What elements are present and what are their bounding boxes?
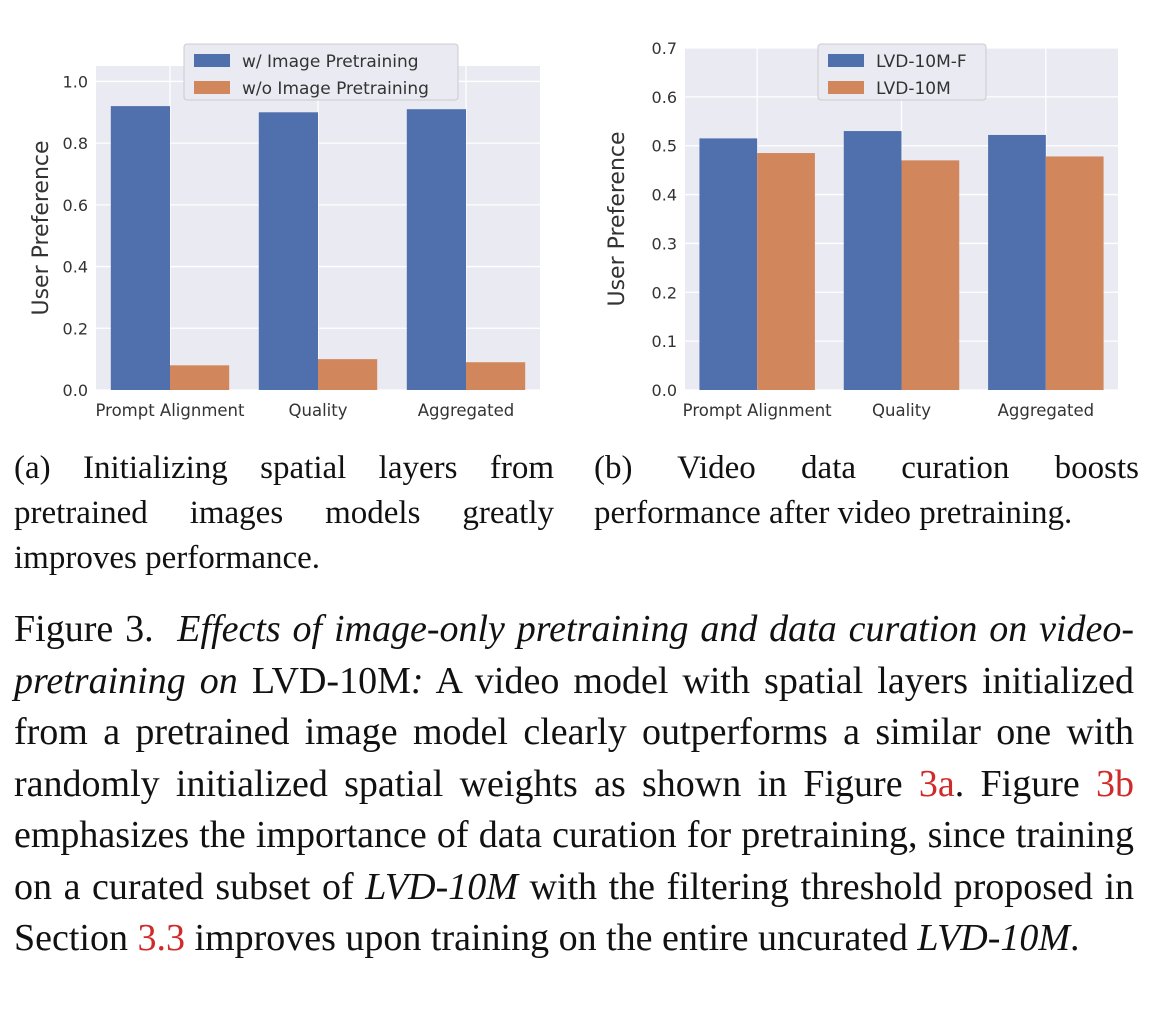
- y-axis-label: User Preference: [29, 140, 54, 315]
- legend-swatch: [194, 81, 230, 94]
- y-tick-label: 0.2: [652, 283, 677, 302]
- bar: [110, 106, 170, 390]
- section-ref-3-3[interactable]: 3.3: [137, 917, 185, 959]
- legend-box: [183, 43, 459, 101]
- figure-title-colon: :: [410, 659, 424, 702]
- y-tick-label: 0.5: [652, 137, 677, 156]
- caption-italic-dataset-1: LVD-10M: [365, 865, 518, 908]
- bar: [258, 112, 318, 391]
- bar: [170, 365, 230, 390]
- bar: [901, 160, 960, 390]
- bar: [757, 153, 815, 390]
- bar: [988, 134, 1046, 390]
- legend-swatch: [828, 81, 864, 94]
- y-tick-label: 0.8: [63, 134, 88, 153]
- y-tick-label: 0.2: [63, 319, 88, 338]
- bar: [699, 138, 758, 390]
- x-tick-label: Quality: [872, 401, 931, 420]
- caption-body-5: improves upon training on the entire unc…: [194, 917, 908, 959]
- figure-ref-3a[interactable]: 3a: [918, 762, 955, 805]
- caption-body-4: with the filtering threshold proposed in…: [14, 865, 1135, 960]
- chart-b: 0.0 0.1 0.2 0.3 0.4 0.5 0.6 0.7 Prompt Alignment…: [605, 39, 1118, 420]
- caption-body-2: . Figure: [954, 762, 1080, 805]
- bar: [318, 359, 378, 390]
- figure-title-italic: Effects of image-only pretraining and da…: [14, 608, 1135, 702]
- y-tick-label: 0.3: [652, 234, 677, 253]
- x-tick-label: Prompt Alignment: [96, 401, 246, 420]
- y-tick-label: 0.7: [652, 39, 677, 58]
- subcaption-a: (a) Initializing spatial layers from pre…: [14, 450, 554, 576]
- subcaption-b: (b) Video data curation boosts performan…: [594, 450, 1139, 531]
- legend: LVD-10M-F LVD-10M: [817, 43, 987, 101]
- legend: w/ Image Pretraining w/o Image Pretrainin…: [183, 43, 459, 101]
- caption-end: .: [1070, 917, 1080, 959]
- y-tick-label: 0.1: [652, 332, 677, 351]
- y-tick-label: 0.6: [63, 196, 88, 215]
- bar: [406, 109, 466, 390]
- caption-body-1: A video model with spatial layers initia…: [14, 659, 1135, 805]
- x-tick-label: Quality: [289, 401, 348, 420]
- x-tick-label: Aggregated: [418, 401, 515, 420]
- legend-label: w/o Image Pretraining: [242, 79, 429, 99]
- figure-label: Figure 3.: [14, 608, 154, 650]
- x-tick-label: Prompt Alignment: [683, 401, 833, 420]
- figure-title-roman: LVD-10M: [251, 659, 411, 702]
- chart-a: 0.0 0.2 0.4 0.6 0.8 1.0 Prompt Alignment Qualit…: [29, 43, 540, 420]
- y-tick-label: 0.4: [63, 258, 88, 277]
- legend-label: LVD-10M: [876, 79, 951, 99]
- caption-italic-dataset-2: LVD-10M: [917, 917, 1071, 959]
- legend-swatch: [828, 54, 864, 67]
- bar: [1045, 156, 1104, 390]
- figure-ref-3b[interactable]: 3b: [1096, 762, 1135, 805]
- y-tick-label: 0.4: [652, 186, 677, 205]
- caption-body-3: emphasizes the importance of data curati…: [14, 814, 1134, 908]
- legend-swatch: [194, 54, 230, 67]
- bar: [843, 131, 902, 391]
- bar: [466, 362, 526, 390]
- legend-label: w/ Image Pretraining: [242, 52, 419, 72]
- y-tick-label: 0.0: [63, 381, 88, 400]
- x-tick-label: Aggregated: [998, 401, 1094, 420]
- y-tick-label: 0.6: [652, 88, 677, 107]
- figure-caption: Figure 3. Effects of image-only pretrain…: [14, 604, 1134, 965]
- y-tick-label: 0.0: [652, 381, 677, 400]
- y-tick-label: 1.0: [63, 72, 88, 91]
- legend-label: LVD-10M-F: [876, 52, 967, 72]
- y-axis-label: User Preference: [605, 131, 630, 306]
